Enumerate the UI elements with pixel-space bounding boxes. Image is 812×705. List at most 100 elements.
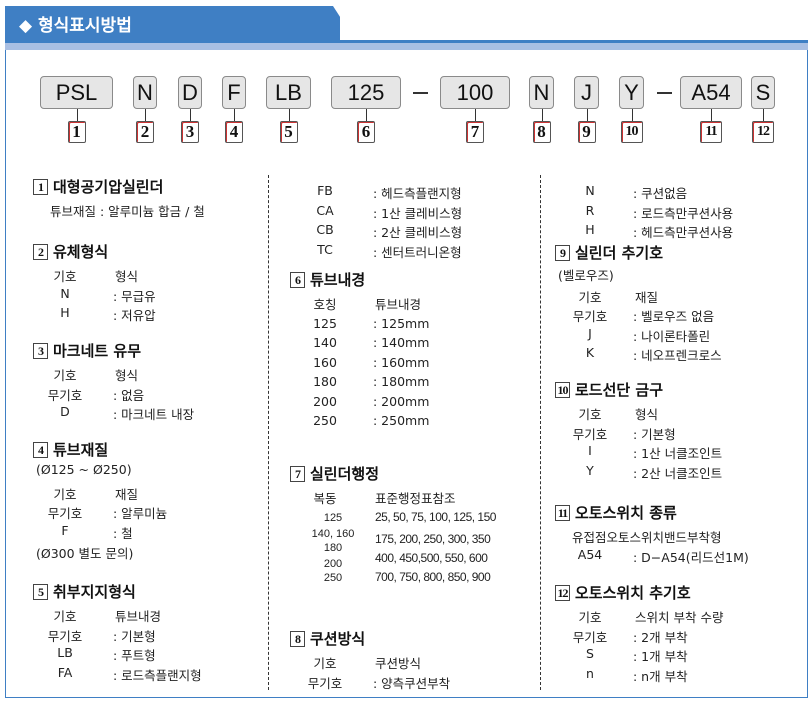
section-note: (벨로우즈) <box>558 268 614 283</box>
option-value: : 로드측만쿠션사용 <box>633 205 734 221</box>
column-divider <box>540 175 541 690</box>
item-number-badge: 8 <box>532 121 551 143</box>
option-value: : 250mm <box>373 413 430 428</box>
section-number: 8 <box>290 631 305 647</box>
code-box: A54 <box>680 76 742 109</box>
option-value: : 벨로우즈 없음 <box>633 309 715 324</box>
option-code: FA <box>57 664 73 680</box>
page-title: ◆ 형식표시방법 <box>19 16 132 36</box>
item-number-badge: 1 <box>67 121 86 143</box>
code-separator <box>413 92 428 94</box>
section-title-text: 로드선단 금구 <box>575 381 664 399</box>
section-title: 3 마크네트 유무 <box>33 340 141 361</box>
option-value: : 헤드측만쿠션사용 <box>633 225 734 240</box>
section-note: (Ø300 별도 문의) <box>36 546 134 561</box>
option-value: : 1산 클레비스형 <box>373 205 463 221</box>
table-header: 튜브내경 <box>375 297 422 312</box>
option-value: : 네오프렌크로스 <box>633 348 722 363</box>
section-title: 9 실린더 추기호 <box>555 242 663 263</box>
section-title: 4 튜브재질 <box>33 439 108 460</box>
option-value: : D−A54(리드선1M) <box>633 549 749 565</box>
option-code: 125 <box>313 315 337 331</box>
option-code: H <box>60 305 70 320</box>
section-number: 5 <box>33 584 48 600</box>
section-title-text: 마크네트 유무 <box>53 342 142 360</box>
stroke-bore: 250 <box>323 571 343 584</box>
option-code: n <box>586 665 594 681</box>
section-title: 8 쿠션방식 <box>290 628 365 649</box>
option-value: : 1개 부착 <box>633 649 688 664</box>
table-header: 형식 <box>115 368 139 383</box>
code-box: S <box>751 76 775 109</box>
connector-line <box>586 109 588 121</box>
option-code: H <box>585 222 595 237</box>
option-code: 140 <box>313 335 337 350</box>
option-code: S <box>586 646 594 661</box>
option-value: : 저유압 <box>113 308 156 323</box>
connector-line <box>631 109 633 121</box>
table-header: 호칭 <box>313 297 337 312</box>
option-value: : 센터트러니온형 <box>373 244 462 260</box>
option-code: 250 <box>313 413 337 428</box>
code-box: 100 <box>440 76 510 109</box>
option-value: : 푸트형 <box>113 648 156 663</box>
stroke-bore: 140, 160 <box>311 527 355 540</box>
code-box: N <box>133 76 157 109</box>
option-value: : 철 <box>113 525 133 541</box>
table-header: 스위치 부착 수량 <box>635 610 724 625</box>
section-title-text: 튜브재질 <box>53 441 109 459</box>
option-value: : 2산 클레비스형 <box>373 225 463 240</box>
section-number: 3 <box>33 343 48 359</box>
option-code: R <box>585 202 595 218</box>
table-header: 재질 <box>635 289 659 305</box>
option-code: N <box>60 285 70 301</box>
option-code: A54 <box>577 546 603 562</box>
option-code: FB <box>317 183 333 198</box>
option-value: : 2산 너클조인트 <box>633 465 723 481</box>
section-note: 튜브재질 : 알루미늄 합금 / 철 <box>50 204 205 219</box>
section-number: 2 <box>33 244 48 260</box>
section-title: 7 실린더행정 <box>290 463 379 484</box>
option-code: 160 <box>313 354 337 370</box>
stroke-values: 175, 200, 250, 300, 350 <box>375 531 491 546</box>
option-code: CB <box>316 222 334 237</box>
section-title: 12 오토스위치 추기호 <box>555 582 691 603</box>
connector-line <box>541 109 543 121</box>
option-value: : n개 부착 <box>633 668 688 684</box>
section-number: 1 <box>33 179 48 195</box>
option-code: N <box>585 183 595 198</box>
table-header: 복동 <box>313 491 337 506</box>
option-value: : 양측쿠션부착 <box>373 675 451 691</box>
connector-line <box>366 109 367 121</box>
section-title-text: 실린더 추기호 <box>575 244 664 262</box>
item-number-badge: 5 <box>279 121 298 143</box>
option-code: 무기호 <box>47 506 83 521</box>
option-value: : 무급유 <box>113 288 156 304</box>
option-value: : 180mm <box>373 374 430 389</box>
content-frame <box>5 50 808 698</box>
table-header: 기호 <box>53 368 77 383</box>
section-title: 10 로드선단 금구 <box>555 379 663 400</box>
section-title-text: 유체형식 <box>53 243 109 261</box>
option-code: CA <box>316 202 334 218</box>
code-box: N <box>529 76 554 109</box>
option-value: : 125mm <box>373 315 430 331</box>
stroke-values: 400, 450,500, 550, 600 <box>375 550 488 565</box>
column-divider <box>268 175 269 690</box>
section-title: 5 취부지지형식 <box>33 581 136 602</box>
code-box: 125 <box>331 76 401 109</box>
section-title: 11 오토스위치 종류 <box>555 502 677 523</box>
option-value: : 2개 부착 <box>633 629 688 645</box>
connector-line <box>475 109 476 121</box>
item-number-badge: 6 <box>357 121 375 143</box>
stroke-bore: 180 <box>323 541 343 554</box>
option-code: J <box>588 325 592 341</box>
table-header: 기호 <box>313 656 337 671</box>
code-box: LB <box>266 76 311 109</box>
connector-line <box>145 109 146 121</box>
table-header: 튜브내경 <box>115 609 162 624</box>
header-tab: ◆ 형식표시방법 <box>5 6 340 40</box>
option-code: 무기호 <box>572 629 608 645</box>
option-value: : 헤드측플랜지형 <box>373 186 462 201</box>
item-number-badge: 3 <box>181 121 199 143</box>
